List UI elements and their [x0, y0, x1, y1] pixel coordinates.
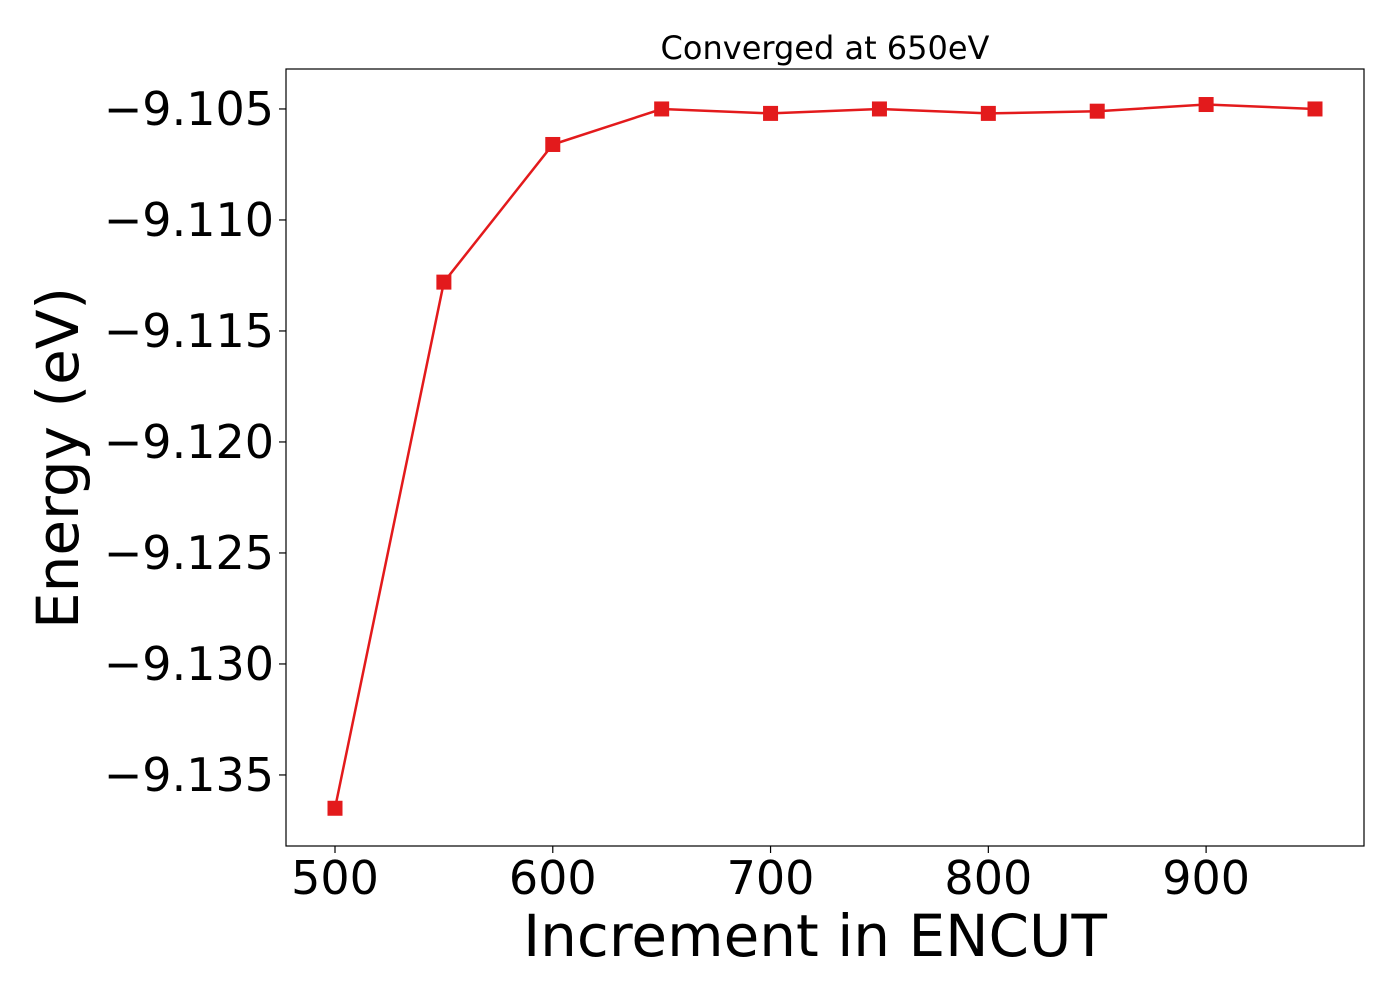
x-tick-label: 600	[509, 851, 597, 905]
y-tick-label: −9.125	[104, 526, 274, 580]
y-tick-label: −9.130	[104, 637, 274, 691]
data-point-marker	[654, 101, 670, 117]
series-layer	[327, 97, 1323, 816]
y-tick-label: −9.105	[104, 82, 274, 136]
x-tick-label: 500	[291, 851, 379, 905]
data-point-marker	[763, 105, 779, 121]
data-point-marker	[871, 101, 887, 117]
data-point-marker	[1198, 97, 1214, 113]
y-tick-label: −9.135	[104, 748, 274, 802]
x-tick-label: 800	[944, 851, 1032, 905]
y-tick-label: −9.115	[104, 304, 274, 358]
series-line	[333, 103, 1316, 809]
x-tick-label: 700	[727, 851, 815, 905]
x-tick-label: 900	[1162, 851, 1250, 905]
data-point-marker	[1307, 101, 1323, 117]
data-point-marker	[436, 274, 452, 290]
y-tick-label: −9.120	[104, 415, 274, 469]
x-axis-ticks: 500 600 700 800 900	[291, 846, 1250, 905]
y-tick-label: −9.110	[104, 193, 274, 247]
plot-frame	[285, 68, 1365, 847]
x-axis-label: Increment in ENCUT	[523, 902, 1107, 970]
data-point-marker	[327, 800, 343, 816]
data-point-marker	[1089, 103, 1105, 119]
data-point-marker	[545, 136, 561, 152]
y-axis-label: Energy (eV)	[24, 287, 92, 629]
chart-title: Converged at 650eV	[661, 29, 990, 67]
data-point-marker	[980, 105, 996, 121]
y-axis-ticks: −9.135 −9.130 −9.125 −9.120 −9.115 −9.110 −9.1…	[104, 82, 286, 802]
